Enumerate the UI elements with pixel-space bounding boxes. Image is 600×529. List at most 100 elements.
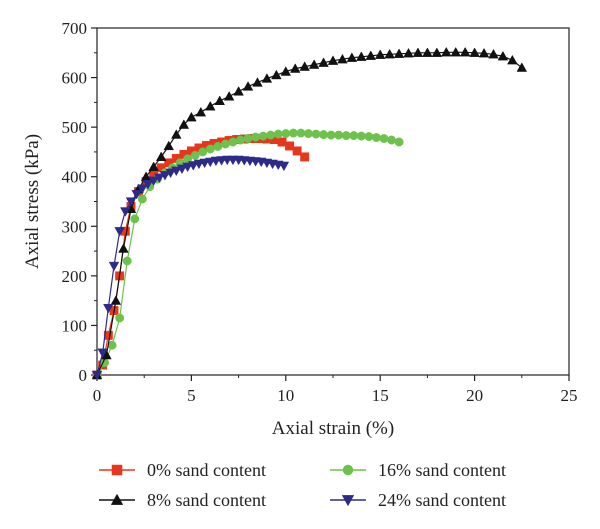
data-point: [110, 295, 122, 305]
data-point: [326, 130, 336, 140]
data-point: [478, 47, 490, 58]
data-point: [130, 214, 140, 224]
x-axis-ticks: 0 5 10 15 20 25: [93, 375, 578, 405]
data-point: [242, 81, 254, 91]
data-point: [469, 47, 480, 57]
data-point: [228, 137, 238, 147]
data-point: [137, 194, 147, 204]
data-point: [304, 129, 313, 139]
data-point: [118, 243, 129, 253]
data-point: [299, 61, 310, 71]
data-point: [311, 129, 321, 139]
legend-marker: [111, 464, 123, 476]
legend-marker: [341, 495, 355, 507]
y-tick-label: 200: [62, 267, 88, 286]
data-point: [178, 119, 190, 129]
plot-area: 0 5 10 15 20 25 0 100 200 300 400 500 600 700: [62, 19, 578, 405]
data-point: [91, 370, 103, 381]
data-point: [163, 140, 174, 151]
series-1: [92, 128, 404, 380]
data-point: [356, 131, 366, 141]
series-3: [91, 155, 290, 381]
data-point: [364, 132, 374, 142]
data-point: [285, 141, 295, 151]
data-point: [280, 66, 292, 76]
data-point: [176, 164, 188, 175]
data-point: [115, 313, 125, 323]
legend-label: 24% sand content: [378, 490, 506, 510]
data-point: [195, 106, 207, 117]
data-point: [334, 130, 344, 140]
data-point: [365, 50, 377, 60]
data-point: [393, 48, 405, 58]
y-axis-ticks: 0 100 200 300 400 500 600 700: [62, 19, 97, 385]
data-point: [379, 134, 389, 143]
data-point: [251, 132, 261, 142]
x-tick-label: 25: [561, 386, 578, 405]
data-point: [233, 86, 244, 96]
x-axis-title: Axial strain (%): [272, 418, 394, 439]
plot-frame: [96, 27, 570, 376]
data-point: [122, 256, 132, 266]
data-point: [220, 139, 230, 149]
data-point: [261, 73, 273, 83]
data-point: [252, 77, 263, 87]
data-point: [327, 55, 339, 65]
data-point: [243, 134, 253, 143]
data-point: [296, 128, 306, 138]
data-point: [459, 46, 471, 57]
data-point: [289, 63, 301, 73]
data-point: [171, 129, 182, 139]
data-point: [288, 128, 298, 138]
y-tick-label: 400: [62, 168, 88, 187]
y-tick-label: 0: [79, 366, 88, 385]
data-point: [387, 135, 396, 145]
data-point: [155, 151, 167, 161]
data-point: [148, 176, 159, 187]
y-axis-title: Axial stress (kPa): [22, 134, 43, 269]
data-point: [341, 131, 351, 141]
data-point: [441, 46, 452, 57]
data-point: [190, 150, 200, 160]
data-point: [108, 261, 120, 272]
y-tick-label: 100: [62, 316, 88, 335]
series-2: [91, 46, 528, 380]
series-line: [96, 159, 285, 376]
data-point: [318, 57, 329, 67]
x-tick-label: 0: [93, 386, 102, 405]
legend-label: 0% sand content: [147, 460, 266, 480]
data-point: [374, 49, 386, 59]
data-point: [198, 147, 208, 157]
data-point: [371, 133, 381, 143]
y-tick-label: 300: [62, 217, 88, 236]
data-point: [278, 161, 290, 172]
data-point: [266, 130, 276, 140]
y-tick-label: 600: [62, 69, 88, 88]
series-line: [96, 132, 400, 376]
data-point: [188, 161, 199, 171]
data-point: [497, 50, 509, 61]
data-point: [422, 47, 433, 57]
data-point: [450, 46, 461, 57]
data-point: [346, 52, 358, 62]
data-point: [114, 227, 125, 237]
data-point: [103, 330, 113, 340]
legend-entry: 16% sand content: [330, 460, 506, 480]
data-point: [142, 180, 154, 190]
data-point: [120, 207, 131, 217]
data-point: [154, 173, 165, 184]
data-point: [125, 197, 137, 207]
data-point: [394, 137, 404, 147]
data-point: [507, 54, 518, 65]
data-point: [488, 48, 499, 59]
series-0: [92, 134, 310, 380]
legend-marker: [342, 464, 354, 476]
legend-label: 8% sand content: [147, 490, 266, 510]
data-point: [273, 129, 283, 139]
y-tick-label: 700: [62, 19, 88, 38]
data-point: [337, 53, 348, 64]
data-point: [205, 144, 215, 154]
data-point: [103, 303, 114, 314]
x-tick-label: 10: [277, 386, 294, 405]
